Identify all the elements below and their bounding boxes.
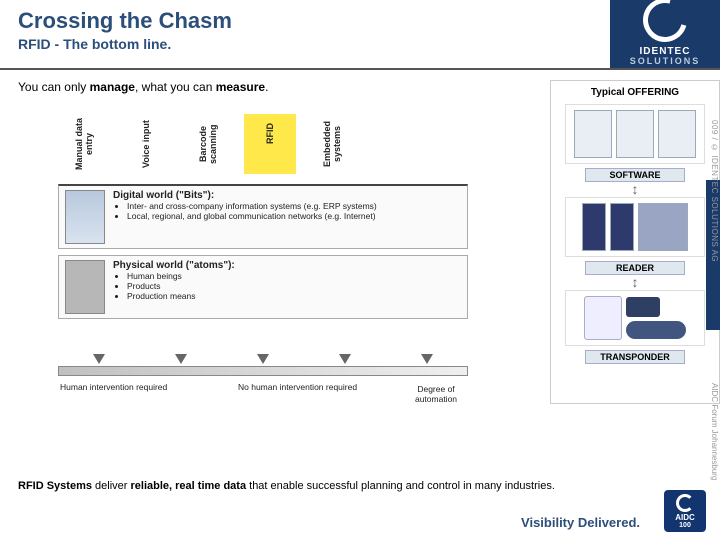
side-watermark-1: 009 / © IDENTEC SOLUTIONS AG <box>710 120 719 262</box>
axis-label-degree: Degree of automation <box>406 384 466 404</box>
brand-logo: IDENTEC SOLUTIONS <box>610 0 720 68</box>
logo-text-bottom: SOLUTIONS <box>630 57 701 67</box>
col-barcode: Barcode scanning <box>198 114 218 174</box>
txt-b: measure <box>216 80 265 94</box>
aidc-ring-icon <box>676 494 694 512</box>
logo-ring-icon <box>635 0 695 50</box>
rfid-highlight: RFID <box>244 114 296 174</box>
arrow-down-icon <box>421 354 433 364</box>
physical-b2: Products <box>127 281 235 291</box>
transponder-box <box>565 290 705 346</box>
double-arrow-icon: ↕ <box>632 184 639 195</box>
arrow-down-icon <box>339 354 351 364</box>
reader-device-icon <box>582 203 606 251</box>
physical-world-box: Physical world ("atoms"): Human beings P… <box>58 255 468 319</box>
col-embedded: Embedded systems <box>322 114 342 174</box>
reader-label: READER <box>585 261 685 275</box>
automation-axis <box>58 366 468 376</box>
axis-label-right: No human intervention required <box>238 382 357 392</box>
tag-long-icon <box>626 321 686 339</box>
double-arrow-icon: ↕ <box>632 277 639 288</box>
aidc-num: 100 <box>679 522 691 529</box>
software-screen-icon <box>574 110 612 158</box>
down-arrows <box>58 354 468 364</box>
tag-card-icon <box>584 296 622 340</box>
arrow-down-icon <box>257 354 269 364</box>
page-title: Crossing the Chasm <box>18 8 592 34</box>
col-rfid: RFID <box>265 114 275 154</box>
physical-title: Physical world ("atoms"): <box>113 260 235 271</box>
footer-tagline: Visibility Delivered. <box>521 515 640 530</box>
col-manual: Manual data entry <box>74 114 94 174</box>
axis-label-left: Human intervention required <box>60 382 167 392</box>
bt-b1: RFID Systems <box>18 480 92 492</box>
software-screen-icon <box>658 110 696 158</box>
physical-icon <box>65 260 105 314</box>
reader-gate-icon <box>638 203 688 251</box>
tag-icon <box>626 297 660 317</box>
aidc-badge: AIDC 100 <box>664 490 706 532</box>
automation-diagram: Manual data entry Voice input Barcode sc… <box>18 104 478 404</box>
txt: . <box>265 80 268 94</box>
txt-b: manage <box>90 80 135 94</box>
arrow-down-icon <box>93 354 105 364</box>
col-voice: Voice input <box>141 114 151 174</box>
digital-b2: Local, regional, and global communicatio… <box>127 211 377 221</box>
physical-b1: Human beings <box>127 271 235 281</box>
reader-device-icon <box>610 203 634 251</box>
side-watermark-2: AIDC Forum Johannesburg <box>710 383 719 480</box>
aidc-label: AIDC <box>675 513 695 522</box>
logo-text-top: IDENTEC <box>630 46 701 57</box>
digital-b1: Inter- and cross-company information sys… <box>127 201 377 211</box>
txt: You can only <box>18 80 90 94</box>
digital-world-box: Digital world ("Bits"): Inter- and cross… <box>58 184 468 249</box>
physical-b3: Production means <box>127 291 235 301</box>
page-subtitle: RFID - The bottom line. <box>18 36 592 52</box>
digital-icon <box>65 190 105 244</box>
software-box <box>565 104 705 164</box>
software-label: SOFTWARE <box>585 168 685 182</box>
bt-b2: reliable, real time data <box>131 480 247 492</box>
software-screen-icon <box>616 110 654 158</box>
bt-post: that enable successful planning and cont… <box>246 480 555 492</box>
bt-mid: deliver <box>92 480 131 492</box>
bottom-statement: RFID Systems deliver reliable, real time… <box>18 480 590 492</box>
measure-sentence: You can only manage, what you can measur… <box>18 80 546 94</box>
transponder-label: TRANSPONDER <box>585 350 685 364</box>
offering-panel: Typical OFFERING SOFTWARE ↕ READER ↕ TRA… <box>550 80 720 404</box>
arrow-down-icon <box>175 354 187 364</box>
digital-title: Digital world ("Bits"): <box>113 190 214 201</box>
offering-title: Typical OFFERING <box>591 87 679 98</box>
txt: , what you can <box>135 80 216 94</box>
reader-box <box>565 197 705 257</box>
